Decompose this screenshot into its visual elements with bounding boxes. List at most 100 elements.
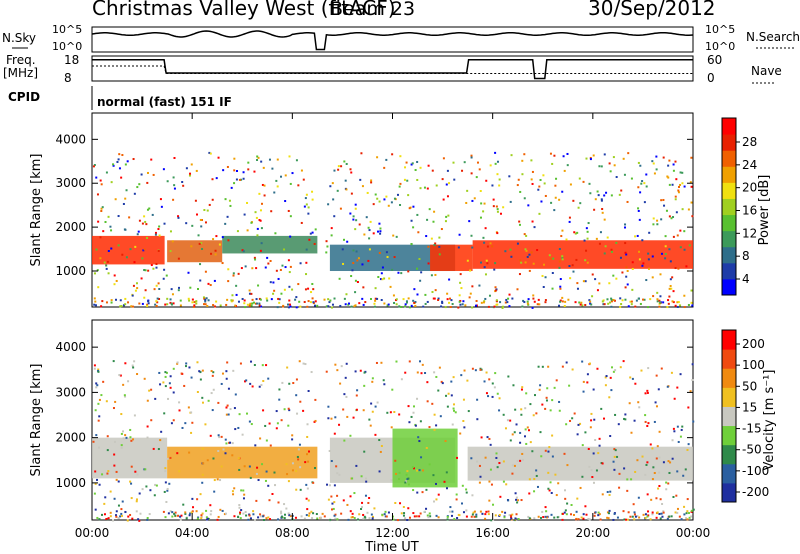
speckle — [683, 230, 686, 233]
speckle — [361, 501, 364, 504]
speckle — [138, 219, 141, 222]
speckle — [624, 286, 627, 289]
speckle — [397, 271, 400, 274]
speckle — [398, 413, 401, 416]
speckle — [683, 505, 686, 508]
clutter — [325, 305, 328, 308]
clutter — [676, 305, 679, 308]
speckle — [352, 215, 355, 218]
speckle — [345, 188, 348, 191]
speckle — [120, 508, 123, 511]
clutter — [589, 300, 592, 303]
speckle — [608, 509, 611, 512]
speckle — [363, 371, 366, 374]
clutter — [441, 300, 444, 303]
speckle — [458, 233, 461, 236]
speckle — [393, 197, 396, 200]
speckle — [657, 388, 660, 391]
clutter — [526, 302, 529, 305]
speckle — [201, 396, 204, 399]
speckle — [122, 383, 125, 386]
speckle — [147, 269, 150, 272]
speckle — [162, 277, 165, 280]
speckle — [210, 369, 213, 372]
speckle — [306, 435, 309, 438]
speckle — [336, 189, 339, 192]
speckle — [498, 178, 501, 181]
speckle — [173, 184, 176, 187]
speckle — [407, 270, 410, 273]
speckle — [359, 178, 362, 181]
power-colorbar-label: Power [dB] — [757, 175, 772, 246]
speckle — [551, 162, 554, 165]
speckle — [338, 423, 341, 426]
speckle — [584, 431, 587, 434]
speckle — [522, 458, 525, 461]
clutter — [606, 516, 609, 519]
speckle — [114, 400, 117, 403]
speckle — [307, 206, 310, 209]
speckle — [434, 289, 437, 292]
speckle — [642, 513, 645, 516]
speckle — [158, 371, 161, 374]
speckle — [545, 396, 548, 399]
speckle — [355, 250, 358, 253]
speckle — [520, 408, 523, 411]
speckle — [176, 362, 179, 365]
clutter — [482, 301, 485, 304]
speckle — [232, 274, 235, 277]
speckle — [173, 156, 176, 159]
clutter — [462, 300, 465, 303]
speckle — [135, 282, 138, 285]
speckle — [513, 464, 516, 467]
speckle — [302, 362, 305, 365]
plot-date: 30/Sep/2012 — [588, 0, 716, 20]
nave-tick-top: 60 — [707, 53, 722, 67]
speckle — [103, 261, 106, 264]
speckle — [668, 183, 671, 186]
speckle — [260, 242, 263, 245]
speckle — [211, 374, 214, 377]
speckle — [228, 199, 231, 202]
speckle — [670, 287, 673, 290]
speckle — [327, 405, 330, 408]
speckle — [298, 443, 301, 446]
speckle — [608, 396, 611, 399]
speckle — [655, 168, 658, 171]
speckle — [276, 422, 279, 425]
speckle — [519, 190, 522, 193]
speckle — [544, 194, 547, 197]
speckle — [101, 300, 104, 303]
speckle — [241, 249, 244, 252]
speckle — [383, 277, 386, 280]
clutter — [244, 306, 247, 309]
speckle — [253, 170, 256, 173]
speckle — [146, 181, 149, 184]
speckle — [325, 370, 328, 373]
speckle — [299, 262, 302, 265]
clutter — [570, 513, 573, 516]
clutter — [115, 514, 118, 517]
clutter — [517, 518, 520, 521]
speckle — [590, 412, 593, 415]
speckle — [164, 467, 167, 470]
clutter — [567, 298, 570, 301]
speckle — [217, 401, 220, 404]
clutter — [156, 297, 159, 300]
speckle — [99, 236, 102, 239]
speckle — [684, 468, 687, 471]
speckle — [378, 222, 381, 225]
speckle — [637, 186, 640, 189]
clutter — [383, 513, 386, 516]
clutter — [515, 513, 518, 516]
clutter — [233, 515, 236, 518]
speckle — [638, 218, 641, 221]
speckle — [547, 365, 550, 368]
speckle — [462, 419, 465, 422]
clutter — [649, 298, 652, 301]
speckle — [137, 230, 140, 233]
speckle — [105, 264, 108, 267]
speckle — [460, 374, 463, 377]
